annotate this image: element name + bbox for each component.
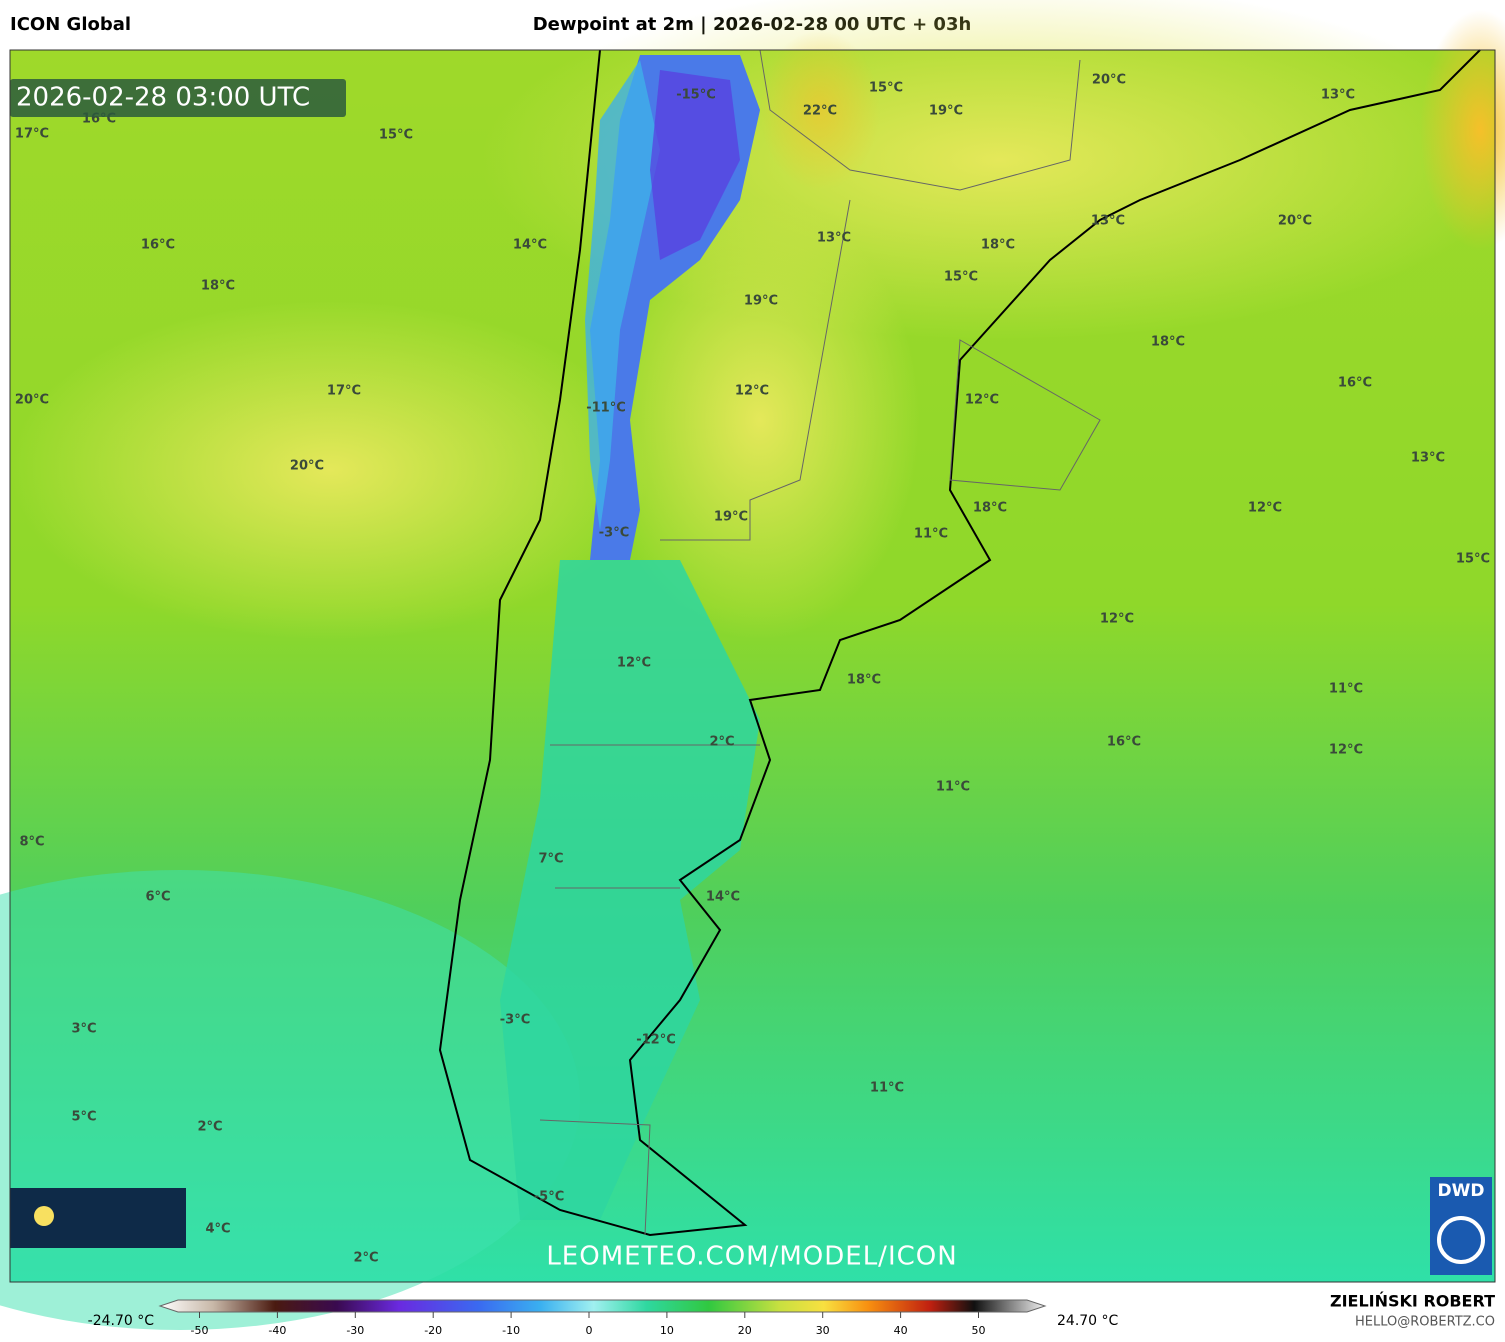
contour-label: 13°C (1321, 88, 1355, 103)
map-frame (9, 49, 1496, 1283)
colorbar-tick-label: -40 (268, 1324, 286, 1337)
contour-label: 12°C (965, 393, 999, 408)
contour-label: 12°C (735, 384, 769, 399)
contour-label: 20°C (290, 459, 324, 474)
contour-label: 18°C (981, 238, 1015, 253)
contour-label: 12°C (1100, 612, 1134, 627)
colorbar-tick-label: -20 (424, 1324, 442, 1337)
contour-label: 6°C (145, 890, 170, 905)
timestamp: 2026-02-28 03:00 UTC (16, 83, 310, 113)
contour-label: 17°C (15, 127, 49, 142)
contour-label: 15°C (379, 128, 413, 143)
contour-label: 15°C (944, 270, 978, 285)
contour-label: 20°C (1278, 214, 1312, 229)
contour-label: 14°C (513, 238, 547, 253)
watermark: LEOMETEO.COM/MODEL/ICON (546, 1242, 957, 1272)
contour-label: -11°C (586, 401, 626, 416)
contour-label: 7°C (538, 852, 563, 867)
contour-label: 2°C (353, 1251, 378, 1266)
contact: HELLO@ROBERTZ.CO (1355, 1315, 1495, 1330)
author: ZIELIŃSKI ROBERT (1330, 1292, 1495, 1311)
colorbar-tick-label: -30 (346, 1324, 364, 1337)
contour-label: -15°C (676, 88, 716, 103)
dwd-swirl (1437, 1216, 1485, 1264)
sun-icon (34, 1206, 54, 1226)
colorbar-min: -24.70 °C (88, 1313, 155, 1329)
contour-label: 13°C (1411, 451, 1445, 466)
colorbar-max: 24.70 °C (1057, 1313, 1119, 1329)
contour-label: 12°C (1329, 743, 1363, 758)
contour-label: 18°C (847, 673, 881, 688)
contour-label: 11°C (870, 1081, 904, 1096)
contour-label: 17°C (327, 384, 361, 399)
contour-label: 13°C (817, 231, 851, 246)
timestamp-box (10, 79, 346, 117)
contour-label: 19°C (929, 104, 963, 119)
contour-label: 14°C (706, 890, 740, 905)
contour-label: 20°C (15, 393, 49, 408)
contour-label: 18°C (1151, 335, 1185, 350)
contour-label: 19°C (744, 294, 778, 309)
contour-label: 8°C (19, 835, 44, 850)
contour-label: 20°C (1092, 73, 1126, 88)
colorbar-tick-label: 10 (660, 1324, 674, 1337)
coastline (438, 49, 1481, 1237)
contour-label: 11°C (936, 780, 970, 795)
contour-label: 18°C (201, 279, 235, 294)
model-name: ICON Global (10, 14, 131, 35)
contour-label: 3°C (71, 1022, 96, 1037)
contour-label: 15°C (869, 81, 903, 96)
contour-label: 2°C (709, 735, 734, 750)
colorbar-tick-label: 50 (972, 1324, 986, 1337)
contour-label: 16°C (1338, 376, 1372, 391)
contour-label: -12°C (636, 1033, 676, 1048)
dwd-logo (1430, 1177, 1492, 1275)
contour-label: 11°C (914, 527, 948, 542)
contour-label: 22°C (803, 104, 837, 119)
dwd-text: DWD (1438, 1181, 1485, 1201)
contour-label: 4°C (205, 1222, 230, 1237)
colorbar-tick-label: -50 (191, 1324, 209, 1337)
contour-label: 15°C (1456, 552, 1490, 567)
contour-label: 2°C (197, 1120, 222, 1135)
colorbar-tick-label: 0 (586, 1324, 593, 1337)
colorbar (158, 1299, 1047, 1313)
colorbar-tick-label: -10 (502, 1324, 520, 1337)
contour-label: 16°C (141, 238, 175, 253)
contour-labels: 17°C 16°C 15°C 16°C 14°C 18°C 17°C 20°C 20°C -15°… (15, 73, 1490, 1266)
colorbar-tick-label: 40 (894, 1324, 908, 1337)
contour-label: 5°C (71, 1110, 96, 1125)
contour-label: -3°C (500, 1013, 530, 1028)
contour-label: 16°C (1107, 735, 1141, 750)
contour-label: 18°C (973, 501, 1007, 516)
contour-label: 12°C (617, 656, 651, 671)
contour-label: 12°C (1248, 501, 1282, 516)
contour-label: 13°C (1091, 214, 1125, 229)
colorbar-tick-label: 30 (816, 1324, 830, 1337)
borders (539, 49, 1101, 1236)
contour-label: -3°C (599, 526, 629, 541)
contour-label: -5°C (534, 1190, 564, 1205)
contour-label: 19°C (714, 510, 748, 525)
contour-label: 11°C (1329, 682, 1363, 697)
colorbar-tick-label: 20 (738, 1324, 752, 1337)
